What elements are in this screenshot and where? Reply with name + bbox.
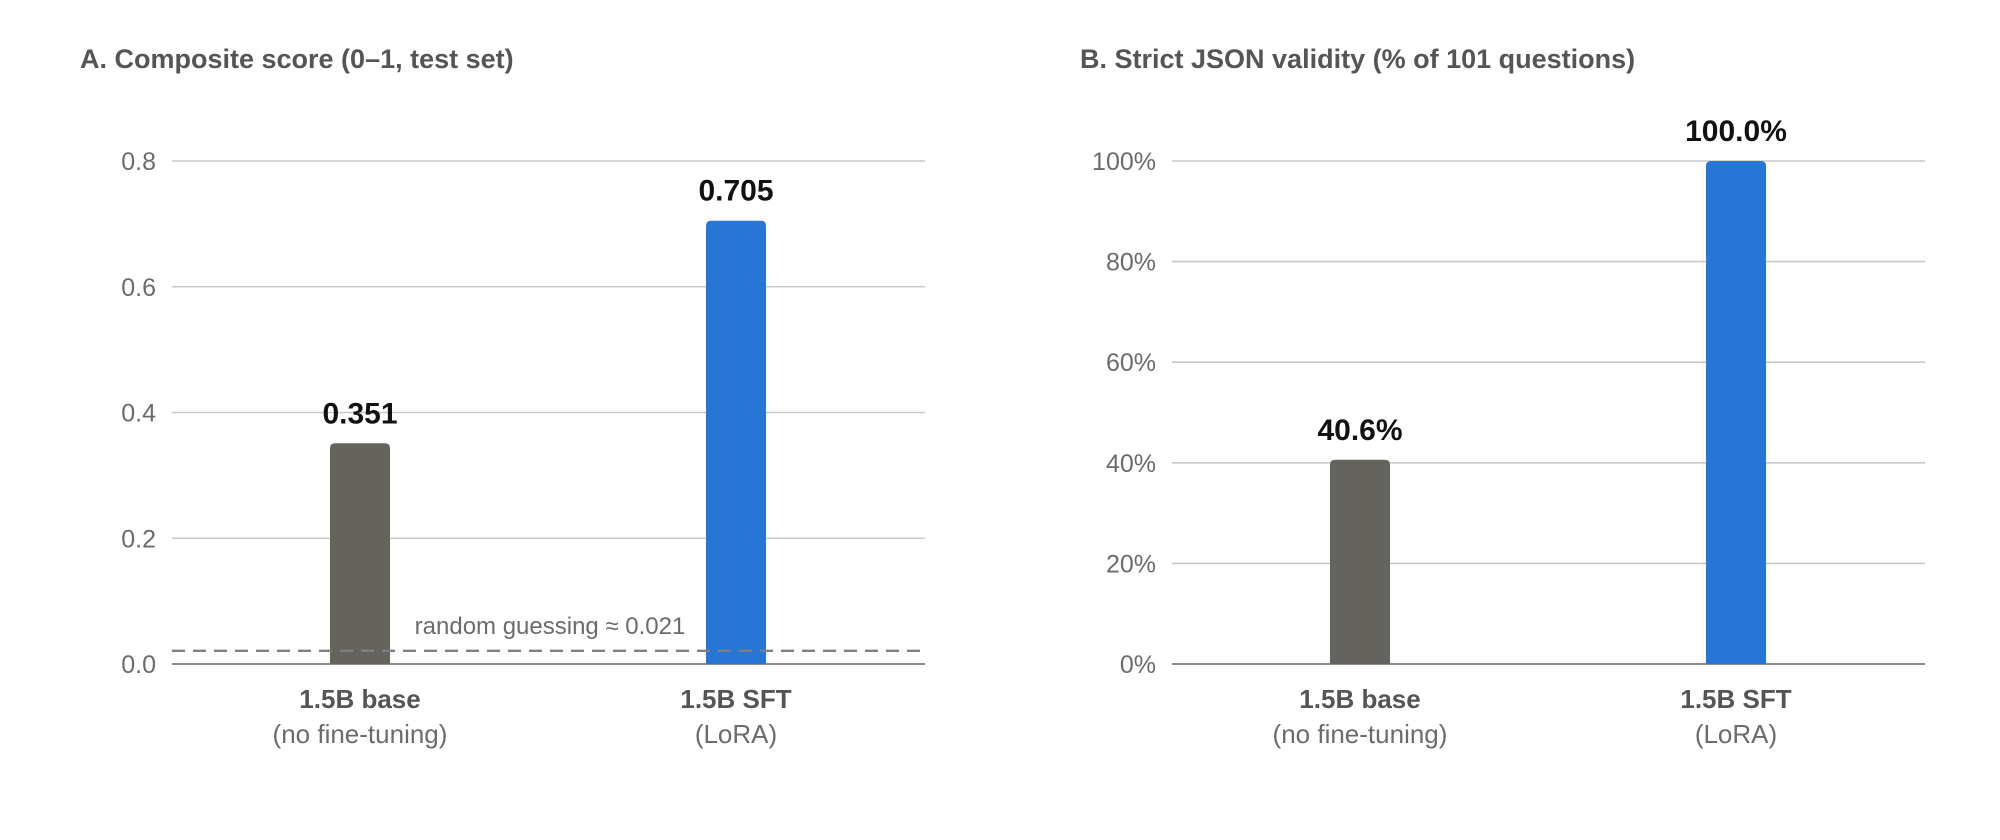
x-tick-label: 1.5B base bbox=[1299, 684, 1420, 714]
y-tick-label: 0.4 bbox=[121, 400, 156, 428]
data-label: 0.351 bbox=[322, 397, 397, 430]
data-label: 0.705 bbox=[698, 175, 773, 208]
chart-json-validity: B. Strict JSON validity (% of 101 questi… bbox=[1080, 44, 1925, 749]
panel-composite-score: A. Composite score (0–1, test set) 0.0 0.2… bbox=[80, 44, 925, 749]
x-tick-sublabel: (LoRA) bbox=[695, 719, 777, 749]
bar bbox=[330, 443, 390, 664]
bar bbox=[1706, 161, 1766, 664]
x-tick-label: 1.5B base bbox=[299, 684, 420, 714]
y-tick-label: 0.6 bbox=[121, 274, 156, 302]
x-tick-sublabel: (no fine-tuning) bbox=[273, 719, 448, 749]
y-tick-label: 20% bbox=[1106, 550, 1156, 578]
reference-line-label: random guessing ≈ 0.021 bbox=[415, 613, 686, 640]
x-tick-label: 1.5B SFT bbox=[1680, 684, 1791, 714]
chart-title: B. Strict JSON validity (% of 101 questi… bbox=[1080, 44, 1635, 74]
bar bbox=[1330, 459, 1390, 664]
x-tick-sublabel: (no fine-tuning) bbox=[1273, 719, 1448, 749]
y-tick-label: 40% bbox=[1106, 450, 1156, 478]
y-tick-label: 0.8 bbox=[121, 148, 156, 176]
y-tick-label: 60% bbox=[1106, 349, 1156, 377]
chart-title: A. Composite score (0–1, test set) bbox=[80, 44, 514, 74]
y-tick-label: 80% bbox=[1106, 249, 1156, 277]
x-tick-label: 1.5B SFT bbox=[680, 684, 791, 714]
y-tick-label: 100% bbox=[1092, 148, 1156, 176]
data-label: 40.6% bbox=[1317, 414, 1402, 447]
data-label: 100.0% bbox=[1685, 115, 1787, 148]
chart-composite-score: A. Composite score (0–1, test set) 0.0 0.2… bbox=[80, 44, 925, 749]
bar bbox=[706, 220, 766, 664]
y-tick-label: 0% bbox=[1120, 651, 1156, 679]
y-tick-label: 0.2 bbox=[121, 525, 156, 553]
x-tick-sublabel: (LoRA) bbox=[1695, 719, 1777, 749]
panel-json-validity: B. Strict JSON validity (% of 101 questi… bbox=[1000, 0, 2000, 840]
y-tick-label: 0.0 bbox=[121, 651, 156, 679]
